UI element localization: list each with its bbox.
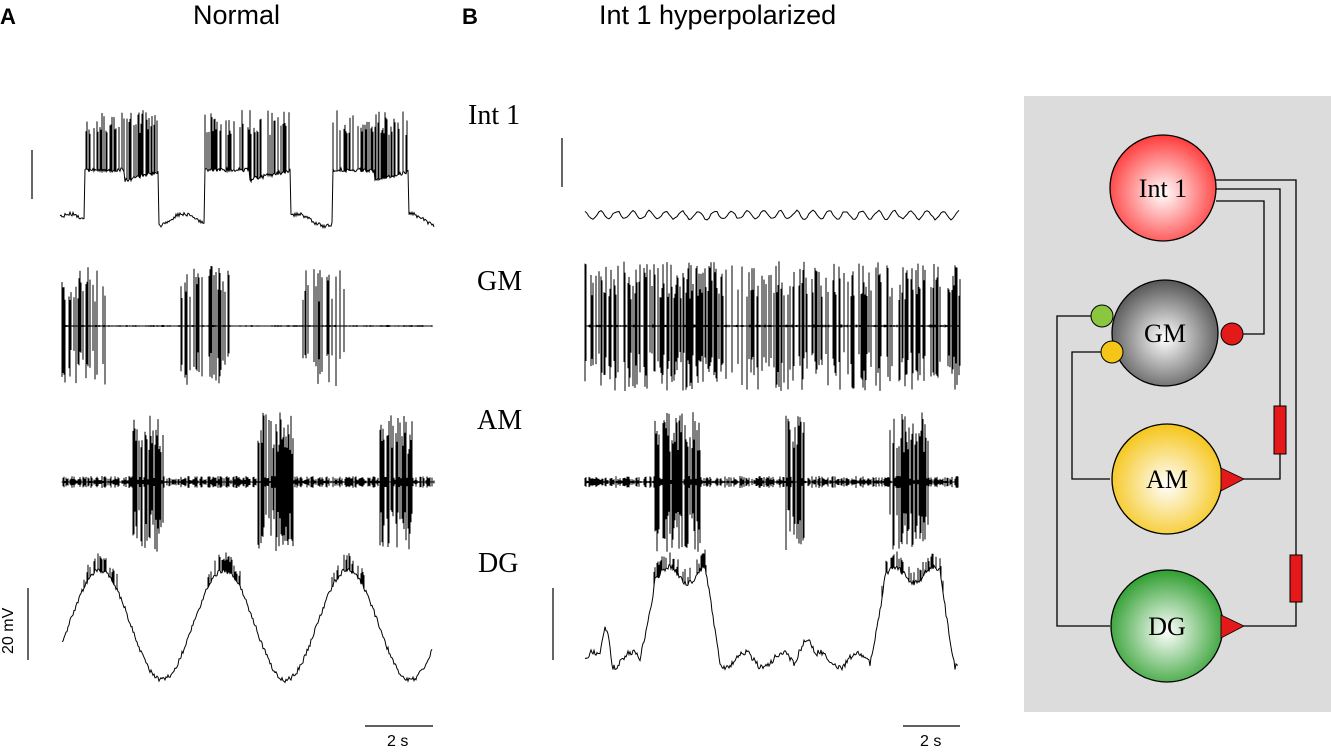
excitatory-synapse-dg [1220, 614, 1245, 639]
time-scale-label-b: 2 s [920, 733, 942, 750]
electrical-synapse-int1-am [1273, 405, 1287, 455]
trace-label-int1: Int 1 [468, 100, 521, 131]
neuron-gm [1111, 279, 1219, 387]
electrical-synapse-int1-dg [1289, 554, 1303, 603]
excitatory-synapse-am [1220, 467, 1245, 492]
wire-dg-return [1242, 602, 1297, 627]
wire-int1-am [1216, 188, 1281, 406]
trace-gm-normal [61, 266, 433, 386]
recording-traces [27, 110, 961, 727]
panel-b-letter: B [462, 4, 478, 29]
inhibitory-synapse-dg-gm [1090, 304, 1114, 328]
wire-int1-gm [1216, 200, 1265, 335]
trace-dg-normal [61, 552, 433, 684]
trace-int1-hyperpolarized [584, 209, 960, 221]
trace-label-dg: DG [478, 548, 519, 579]
neuron-int1-label: Int 1 [1139, 174, 1187, 203]
wire-dg-gm [1056, 315, 1110, 627]
inhibitory-synapse-int1-gm [1220, 322, 1244, 346]
neuron-gm-label: GM [1144, 319, 1186, 348]
panel-a-letter: A [0, 4, 16, 29]
inhibitory-synapse-am-gm [1100, 340, 1124, 364]
panel-a-title: Normal [193, 0, 281, 30]
trace-label-gm: GM [477, 266, 523, 297]
trace-am-normal [61, 412, 435, 552]
trace-gm-hyperpolarized [584, 261, 961, 391]
circuit-diagram: Int 1 GM AM DG [1024, 96, 1331, 712]
neuron-am-label: AM [1146, 465, 1188, 494]
wire-int1-dg [1216, 179, 1297, 555]
panel-b-title: Int 1 hyperpolarized [599, 0, 837, 30]
neuron-dg-label: DG [1148, 612, 1186, 641]
trace-int1-normal [59, 110, 435, 229]
wire-am-gm [1071, 351, 1110, 480]
time-scale-label-a: 2 s [387, 733, 409, 750]
trace-am-hyperpolarized [584, 412, 959, 552]
neuron-int1 [1109, 134, 1217, 242]
wire-am-return [1242, 454, 1281, 480]
trace-dg-hyperpolarized [584, 549, 958, 672]
trace-label-am: AM [477, 405, 523, 436]
